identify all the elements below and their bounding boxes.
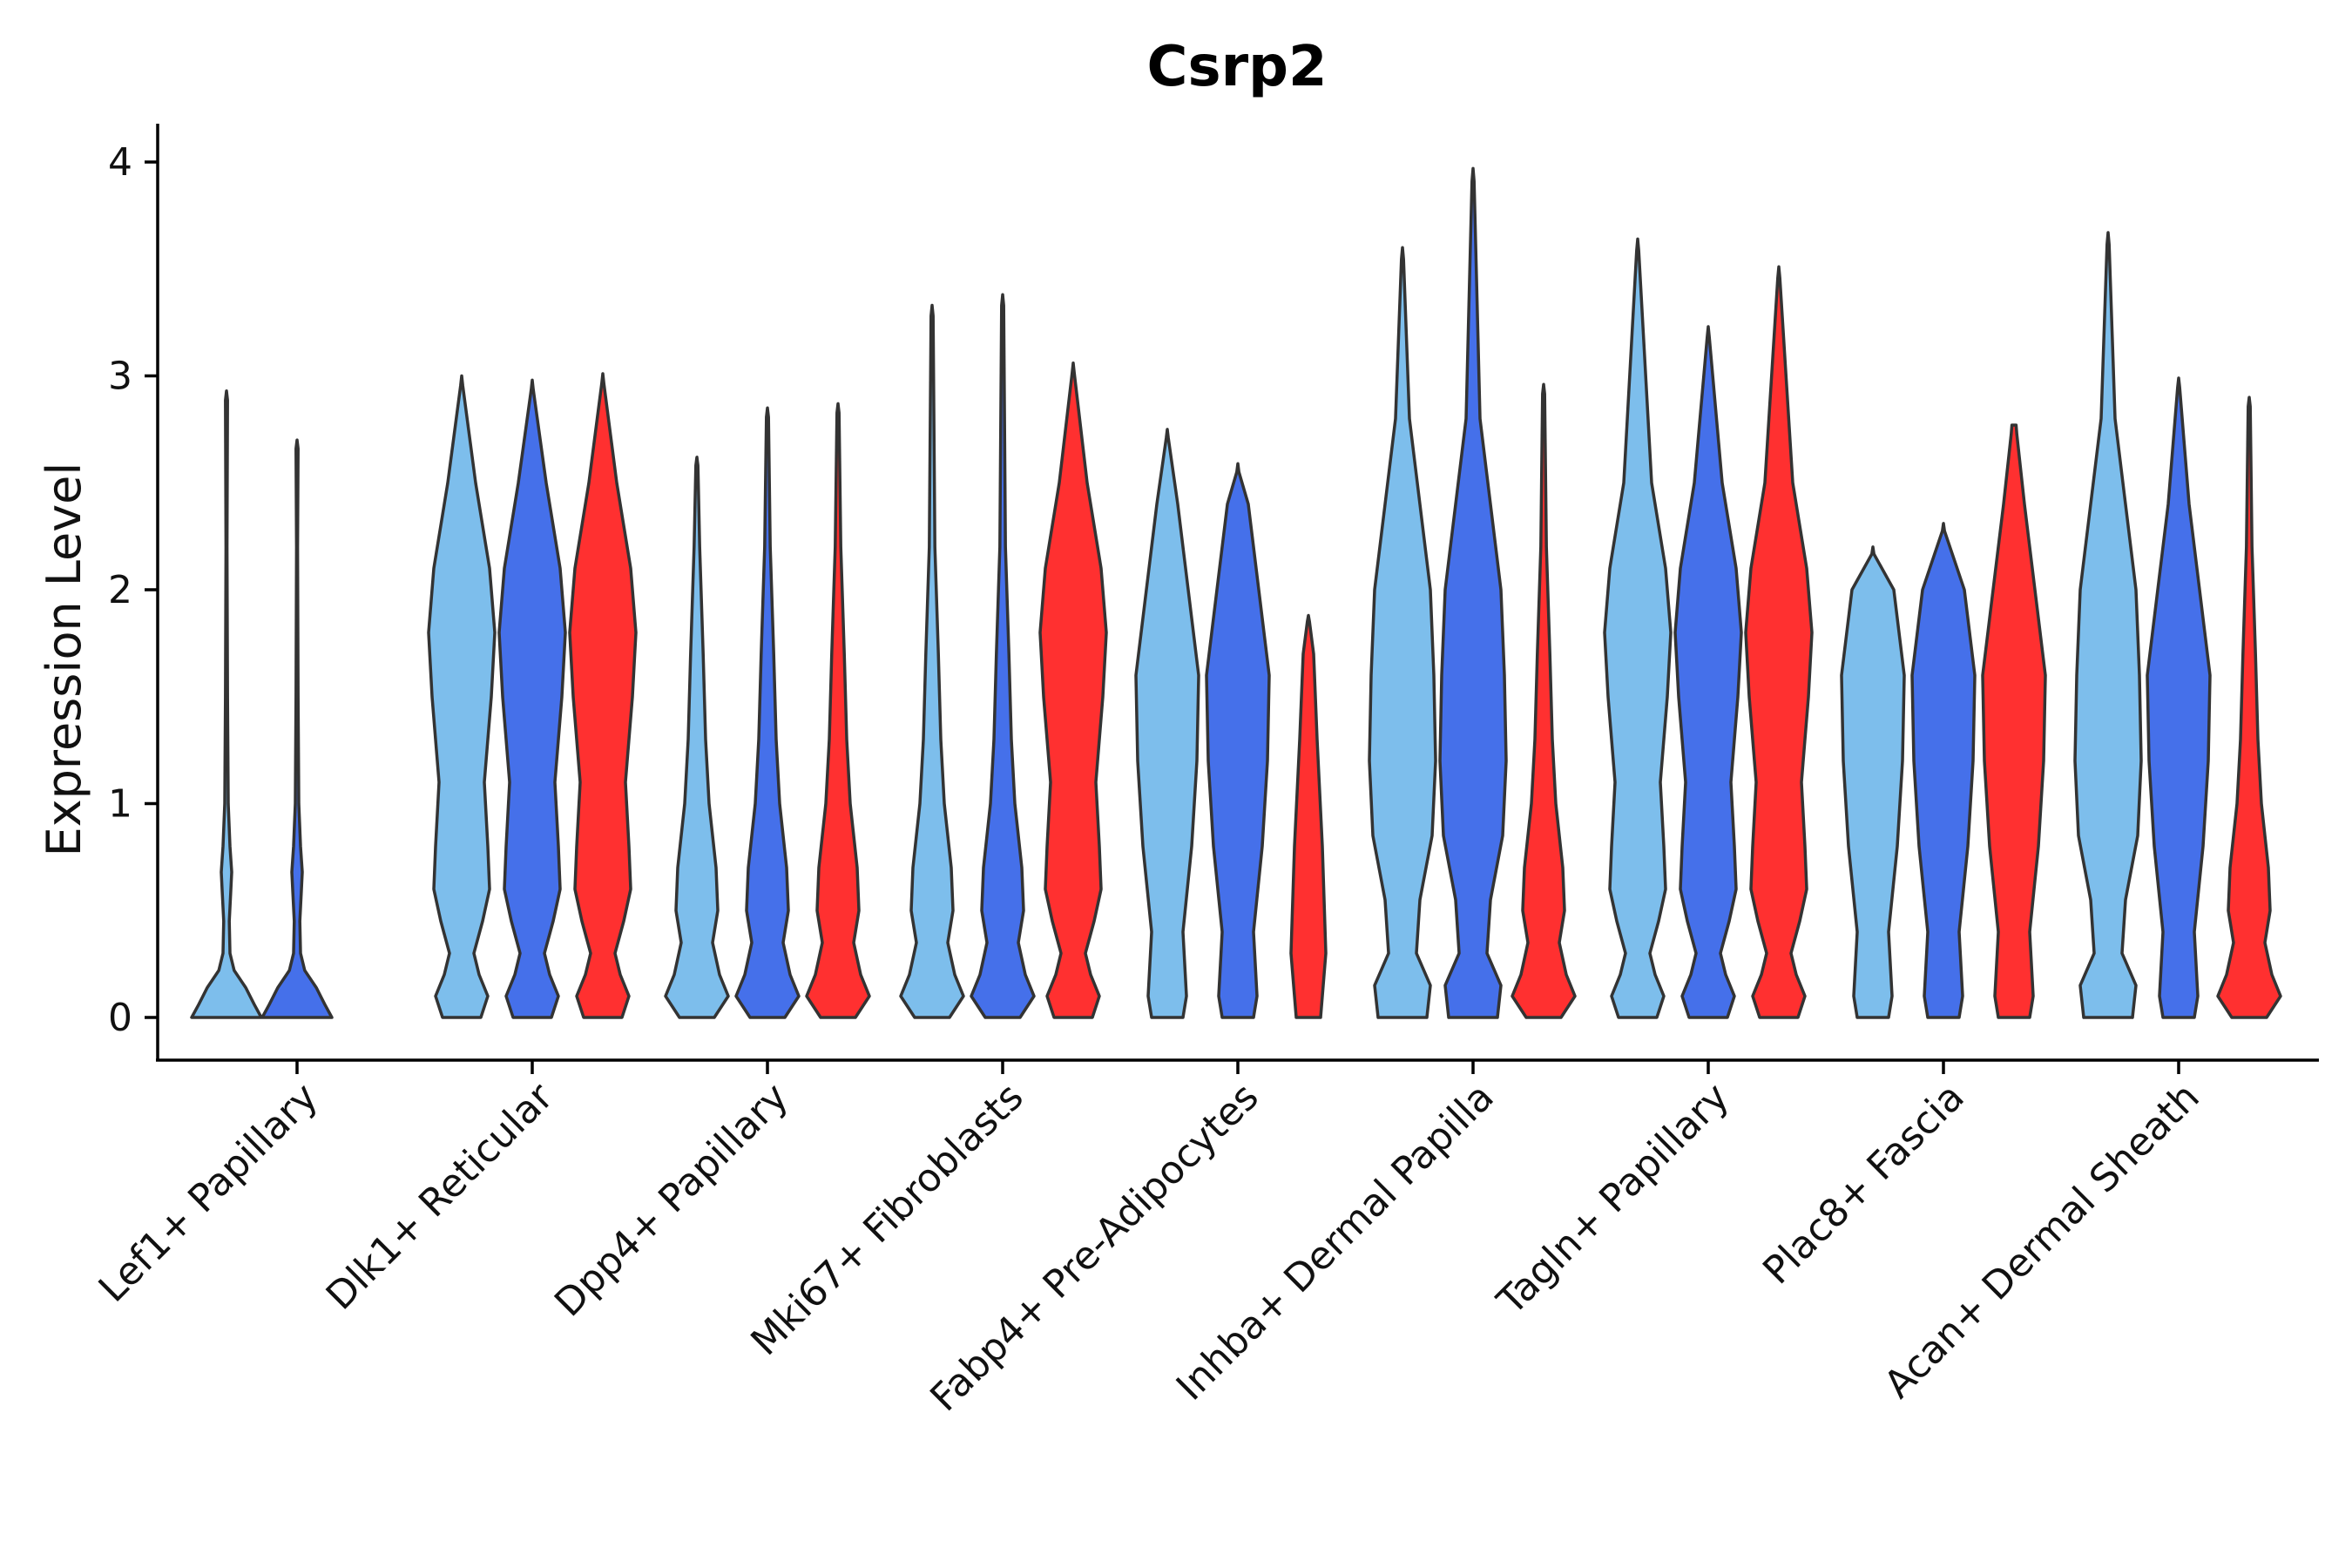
violin-6-group-1 [1368, 246, 1437, 1019]
chart-title: Csrp2 [1147, 35, 1328, 99]
violin-5-group-2 [1205, 462, 1271, 1019]
violin-4-group-1 [899, 303, 965, 1019]
x-tick-label: Plac8+ Fascia [1754, 1075, 1973, 1294]
violin-8-group-3 [1981, 423, 2047, 1019]
x-tick-label: Tagln+ Papillary [1489, 1075, 1738, 1324]
violin-6-group-3 [1511, 382, 1577, 1019]
y-axis-label: Expression Level [37, 463, 91, 857]
violin-9-group-3 [2216, 395, 2282, 1019]
y-tick-label: 0 [108, 996, 132, 1040]
violin-1-group-1 [190, 389, 263, 1019]
violin-2-group-1 [427, 374, 497, 1019]
x-tick-label: Lef1+ Papillary [91, 1075, 327, 1311]
y-tick-label: 4 [108, 140, 132, 185]
violin-8-group-1 [1840, 545, 1906, 1019]
y-tick-label: 2 [108, 568, 132, 612]
violin-8-group-2 [1910, 522, 1977, 1019]
violin-9-group-2 [2146, 376, 2212, 1019]
violin-3-group-1 [664, 456, 730, 1019]
violin-4-group-2 [970, 293, 1036, 1019]
violin-2-group-3 [568, 372, 638, 1019]
violin-3-group-2 [734, 406, 801, 1019]
x-tick-label: Dlk1+ Reticular [318, 1074, 563, 1319]
violin-2-group-2 [497, 378, 567, 1019]
y-tick-label: 1 [108, 782, 132, 827]
violin-7-group-3 [1744, 265, 1814, 1019]
violin-1-group-2 [260, 438, 334, 1019]
violin-5-group-3 [1289, 613, 1328, 1019]
violin-7-group-2 [1673, 325, 1743, 1019]
violin-5-group-1 [1134, 428, 1200, 1019]
y-ticks: 0 1 2 3 4 [108, 140, 158, 1040]
violin-7-group-1 [1603, 237, 1673, 1019]
x-tick-label: Dpp4+ Papillary [546, 1075, 797, 1326]
violin-4-group-3 [1038, 362, 1108, 1019]
violin-6-group-2 [1438, 166, 1508, 1019]
y-tick-label: 3 [108, 355, 132, 399]
violin-3-group-3 [805, 402, 871, 1019]
violin-9-group-1 [2073, 231, 2143, 1019]
violins-layer [190, 166, 2282, 1019]
